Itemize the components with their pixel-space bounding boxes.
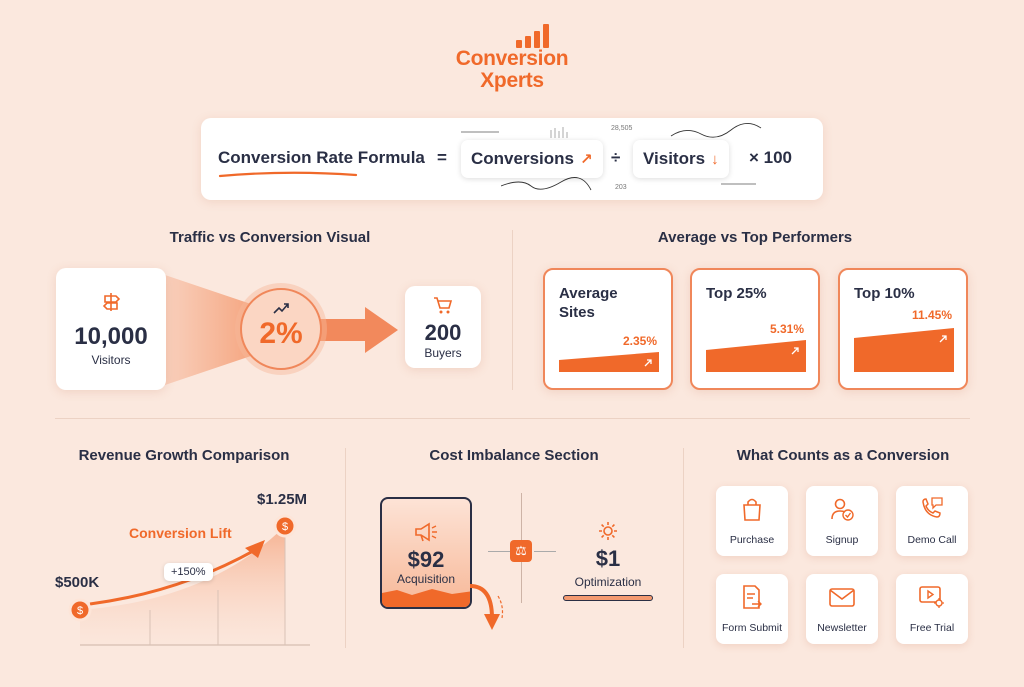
average-label-line2: Sites: [559, 304, 595, 321]
performer-card-average: Average Sites 2.35%: [543, 268, 673, 390]
conversion-lift-label: Conversion Lift: [129, 525, 232, 541]
visitors-number: 10,000: [74, 323, 148, 350]
divider-vertical-top: [512, 230, 513, 390]
purchase-label: Purchase: [729, 534, 775, 546]
tile-free-trial: Free Trial: [896, 574, 968, 644]
top25-value: 5.31%: [769, 322, 804, 336]
acquisition-label: Acquisition: [396, 572, 456, 586]
tile-signup: Signup: [806, 486, 878, 556]
buyers-label: Buyers: [424, 346, 462, 360]
megaphone-icon: [415, 522, 437, 542]
average-bar-graphic: [559, 352, 659, 372]
average-value: 2.35%: [622, 334, 657, 348]
optimization-label: Optimization: [574, 575, 642, 589]
optimization-value: $1: [595, 546, 621, 571]
divider-vertical-bottom-2: [683, 448, 684, 648]
conversion-types-title: What Counts as a Conversion: [736, 447, 950, 464]
logo-bars-icon: [480, 22, 584, 48]
top10-value: 11.45%: [911, 308, 952, 322]
acquisition-value: $92: [407, 547, 445, 572]
conversion-rate-circle: 2%: [240, 288, 322, 370]
times-100: × 100: [749, 148, 793, 167]
conversion-rate-value: 2%: [259, 317, 303, 350]
connector-left: [488, 551, 510, 552]
traffic-title: Traffic vs Conversion Visual: [169, 229, 371, 246]
brand-line1: Conversion: [455, 47, 569, 70]
arrow-up-right-icon: ↗: [579, 151, 593, 168]
buyers-number: 200: [424, 320, 462, 345]
bag-icon: [743, 498, 761, 521]
gear-icon: [599, 522, 617, 540]
user-check-icon: [831, 498, 854, 521]
annotation-bottom: 203: [615, 184, 627, 191]
form-submit-label: Form Submit: [721, 622, 783, 634]
optimization-card: $1 Optimization: [563, 520, 653, 612]
revenue-pct-badge: +150%: [164, 563, 213, 581]
performers-title: Average vs Top Performers: [657, 229, 853, 246]
trend-up-icon: [273, 303, 289, 314]
flow-arrow-icon: [470, 584, 504, 630]
newsletter-label: Newsletter: [817, 622, 867, 634]
brand-line2: Xperts: [480, 69, 544, 92]
scale-balance-icon: ⚖: [510, 540, 532, 562]
tile-newsletter: Newsletter: [806, 574, 878, 644]
formula-title: Conversion Rate Formula: [218, 148, 425, 167]
annotation-top: 28,505: [611, 125, 633, 132]
top10-bar-graphic: [854, 328, 954, 372]
play-gear-icon: [919, 586, 944, 608]
tile-form-submit: Form Submit: [716, 574, 788, 644]
form-icon: [743, 585, 762, 609]
signpost-icon: [102, 293, 121, 311]
cost-title: Cost Imbalance Section: [429, 447, 599, 464]
acquisition-base-graphic: [382, 589, 470, 607]
tile-demo-call: Demo Call: [896, 486, 968, 556]
demo-call-label: Demo Call: [907, 534, 957, 546]
divider-vertical-bottom-1: [345, 448, 346, 648]
performer-card-top25: Top 25% 5.31%: [690, 268, 820, 390]
buyers-card: 200 Buyers: [405, 286, 481, 368]
envelope-icon: [829, 588, 855, 607]
performer-card-top10: Top 10% 11.45%: [838, 268, 968, 390]
svg-text:$: $: [77, 605, 83, 617]
top25-bar-graphic: [706, 340, 806, 372]
optimization-bar: [563, 595, 653, 601]
traffic-funnel-graphic: [165, 275, 398, 385]
visitors-label: Visitors: [91, 353, 131, 367]
revenue-end-value: $1.25M: [257, 491, 308, 508]
arrow-down-icon: ↓: [711, 150, 719, 168]
underline-swoosh-icon: [218, 171, 358, 178]
visitors-label: Visitors: [643, 149, 706, 168]
connector-right: [534, 551, 556, 552]
revenue-start-value: $500K: [55, 574, 100, 591]
revenue-title: Revenue Growth Comparison: [78, 447, 290, 464]
top10-label: Top 10%: [854, 285, 915, 302]
conversions-label: Conversions: [471, 149, 574, 168]
signup-label: Signup: [825, 534, 859, 546]
acquisition-card: $92 Acquisition: [380, 497, 472, 609]
formula-card: Conversion Rate Formula = Conversions ↗ …: [201, 118, 823, 200]
phone-chat-icon: [922, 497, 943, 518]
visitors-card: 10,000 Visitors: [56, 268, 166, 390]
svg-text:$: $: [282, 521, 288, 533]
free-trial-label: Free Trial: [909, 622, 955, 634]
divider-horizontal: [55, 418, 970, 419]
sparkline-top-icon: [461, 123, 762, 138]
average-label-line1: Average: [559, 285, 618, 302]
revenue-growth-graphic: $ $: [68, 514, 310, 646]
brand-logo: Conversion Xperts: [440, 22, 584, 92]
equals-sign: =: [437, 148, 447, 167]
conversions-pill: Conversions ↗: [461, 140, 603, 178]
tile-purchase: Purchase: [716, 486, 788, 556]
cart-icon: [434, 297, 453, 314]
visitors-pill: Visitors ↓: [633, 140, 729, 178]
top25-label: Top 25%: [706, 285, 767, 302]
divide-sign: ÷: [611, 148, 621, 167]
sparkline-bottom-icon: [501, 177, 756, 191]
